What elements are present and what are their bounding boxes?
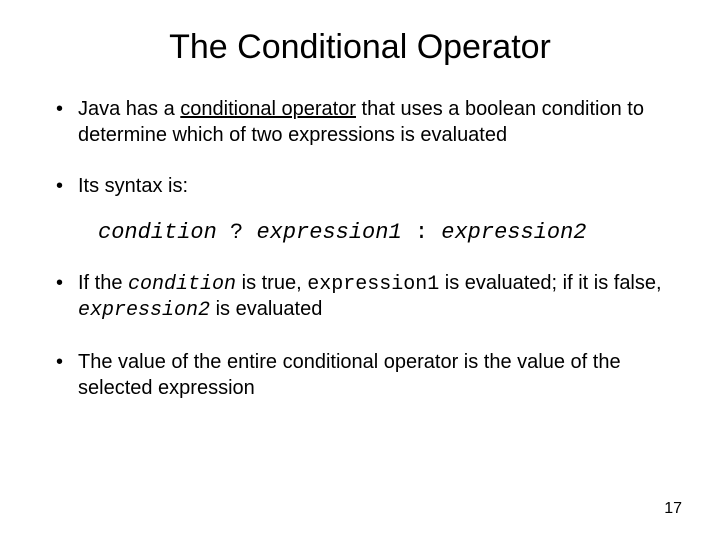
bullet-2: Its syntax is:	[50, 174, 670, 200]
bullet-3-condition: condition	[128, 273, 236, 296]
bullet-4: The value of the entire conditional oper…	[50, 350, 670, 401]
syntax-expr2: expression2	[441, 220, 586, 245]
syntax-question: ?	[217, 220, 257, 245]
bullet-3-text-c: is evaluated; if it is false,	[439, 272, 661, 294]
bullet-list-2: If the condition is true, expression1 is…	[50, 271, 670, 401]
bullet-1: Java has a conditional operator that use…	[50, 97, 670, 148]
bullet-3: If the condition is true, expression1 is…	[50, 271, 670, 324]
syntax-expr1: expression1	[256, 220, 401, 245]
slide-title: The Conditional Operator	[50, 28, 670, 67]
bullet-1-text-a: Java has a	[78, 98, 180, 120]
bullet-3-text-b: is true,	[236, 272, 307, 294]
page-number: 17	[664, 500, 682, 518]
syntax-colon: :	[402, 220, 442, 245]
bullet-list: Java has a conditional operator that use…	[50, 97, 670, 200]
syntax-line: condition ? expression1 : expression2	[50, 220, 670, 245]
syntax-condition: condition	[98, 220, 217, 245]
bullet-3-expr2: expression2	[78, 299, 210, 322]
bullet-3-expr1: expression1	[307, 273, 439, 296]
bullet-1-underline: conditional operator	[180, 98, 356, 120]
bullet-3-text-d: is evaluated	[210, 298, 322, 320]
bullet-3-text-a: If the	[78, 272, 128, 294]
slide: The Conditional Operator Java has a cond…	[0, 0, 720, 540]
